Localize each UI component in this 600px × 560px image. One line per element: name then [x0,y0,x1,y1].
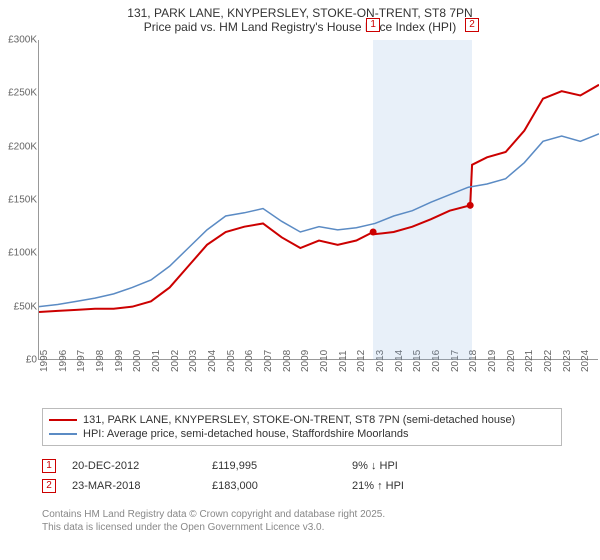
footer: Contains HM Land Registry data © Crown c… [42,508,385,534]
y-axis-label: £50K [1,301,37,312]
title-line-1: 131, PARK LANE, KNYPERSLEY, STOKE-ON-TRE… [10,6,590,20]
legend-item: 131, PARK LANE, KNYPERSLEY, STOKE-ON-TRE… [49,413,555,427]
sale-row: 1 20-DEC-2012£119,9959% ↓ HPI [42,456,562,476]
sale-marker-2: 2 [465,18,479,32]
sale-marker-1: 1 [366,18,380,32]
sale-marker-box: 2 [42,479,56,493]
series-hpi [39,134,599,307]
sale-price: £183,000 [212,480,352,492]
line-chart-svg [39,40,599,360]
sale-date: 20-DEC-2012 [72,460,212,472]
sale-point-dot [370,229,377,236]
legend-swatch [49,433,77,435]
y-axis-label: £200K [1,141,37,152]
sale-pct: 9% ↓ HPI [352,460,492,472]
legend-label: HPI: Average price, semi-detached house,… [83,428,409,440]
y-axis-label: £300K [1,35,37,46]
series-price_paid [39,85,599,312]
plot-region: £0£50K£100K£150K£200K£250K£300K 19951996… [38,40,598,360]
sale-date: 23-MAR-2018 [72,480,212,492]
sale-point-dot [467,202,474,209]
legend-swatch [49,419,77,421]
y-axis-label: £0 [1,355,37,366]
y-axis-label: £250K [1,88,37,99]
sale-price: £119,995 [212,460,352,472]
legend-label: 131, PARK LANE, KNYPERSLEY, STOKE-ON-TRE… [83,414,515,426]
y-axis-label: £100K [1,248,37,259]
sale-pct: 21% ↑ HPI [352,480,492,492]
chart-title-area: 131, PARK LANE, KNYPERSLEY, STOKE-ON-TRE… [0,0,600,36]
chart-area: £0£50K£100K£150K£200K£250K£300K 19951996… [38,40,598,390]
sale-row: 2 23-MAR-2018£183,00021% ↑ HPI [42,476,562,496]
legend-item: HPI: Average price, semi-detached house,… [49,427,555,441]
sale-marker-box: 1 [42,459,56,473]
sales-table: 1 20-DEC-2012£119,9959% ↓ HPI 2 23-MAR-2018… [42,456,562,496]
y-axis-label: £150K [1,195,37,206]
legend: 131, PARK LANE, KNYPERSLEY, STOKE-ON-TRE… [42,408,562,446]
title-line-2: Price paid vs. HM Land Registry's House … [10,20,590,34]
footer-line-2: This data is licensed under the Open Gov… [42,521,385,534]
footer-line-1: Contains HM Land Registry data © Crown c… [42,508,385,521]
